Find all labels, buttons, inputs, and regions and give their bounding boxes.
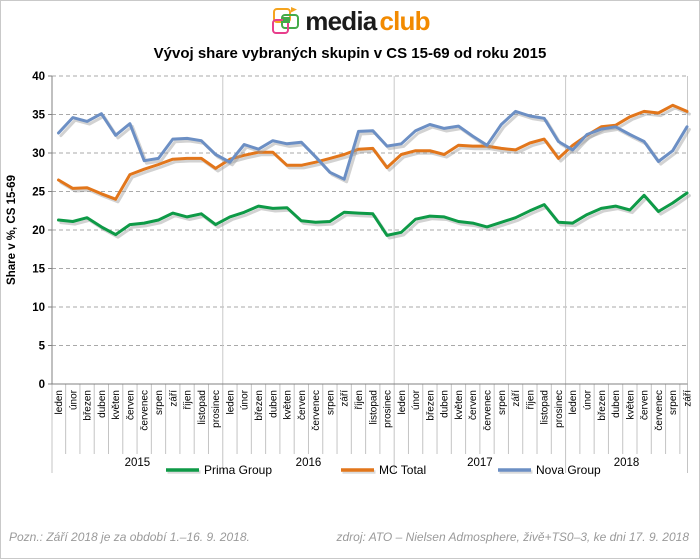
mediaclub-logo: media club	[1, 6, 699, 36]
x-tick-label: únor	[411, 389, 422, 410]
series-line-mc-total	[57, 103, 689, 201]
x-tick-label: červenec	[654, 390, 665, 431]
x-tick-label: duben	[268, 390, 279, 418]
x-tick-label: červenec	[311, 390, 322, 431]
logo-text-media: media	[305, 6, 377, 36]
chart-title: Vývoj share vybraných skupin v CS 15-69 …	[153, 45, 547, 62]
x-tick-label: leden	[568, 390, 579, 414]
series-line-nova-group	[57, 109, 689, 181]
x-tick-label: březen	[83, 390, 94, 421]
x-tick-label: listopad	[368, 390, 379, 424]
series-line-prima-group	[57, 191, 689, 237]
y-tick-label: 10	[32, 302, 45, 314]
x-tick-label: listopad	[540, 390, 551, 424]
y-tick-label: 15	[32, 264, 45, 276]
x-tick-label: únor	[583, 389, 594, 410]
year-label: 2016	[296, 457, 322, 469]
x-tick-label: červen	[468, 390, 479, 420]
x-tick-label: květen	[111, 390, 122, 419]
x-tick-label: květen	[454, 390, 465, 419]
x-tick-label: září	[511, 390, 522, 407]
source-note: zdroj: ATO – Nielsen Admosphere, živě+TS…	[336, 530, 689, 544]
x-tick-label: květen	[283, 390, 294, 419]
legend-item-mc-total: MC Total	[341, 463, 426, 477]
year-label: 2015	[125, 457, 151, 469]
x-tick-label: červen	[125, 390, 136, 420]
y-tick-label: 30	[32, 148, 45, 160]
x-tick-label: leden	[225, 390, 236, 414]
legend-item-nova-group: Nova Group	[498, 463, 601, 477]
x-tick-label: září	[340, 390, 351, 407]
y-tick-label: 40	[32, 71, 45, 83]
year-label: 2018	[614, 457, 640, 469]
x-tick-label: únor	[240, 389, 251, 410]
legend-label: Prima Group	[204, 463, 272, 477]
x-tick-label: srpen	[668, 390, 679, 415]
x-tick-label: červenec	[483, 390, 494, 431]
series-shadow	[59, 194, 691, 240]
logo-icon	[272, 7, 300, 34]
y-tick-label: 35	[32, 110, 45, 122]
legend-label: Nova Group	[536, 463, 601, 477]
y-tick-label: 25	[32, 187, 45, 199]
x-tick-label: červen	[640, 390, 651, 420]
x-tick-label: říjen	[183, 390, 194, 409]
x-tick-label: červen	[297, 390, 308, 420]
footnote: Pozn.: Září 2018 je za období 1.–16. 9. …	[9, 530, 250, 544]
x-tick-label: srpen	[497, 390, 508, 415]
y-tick-label: 20	[32, 225, 45, 237]
x-tick-label: únor	[68, 389, 79, 410]
x-tick-label: leden	[54, 390, 65, 414]
x-tick-label: červenec	[140, 390, 151, 431]
x-tick-label: prosinec	[383, 390, 394, 428]
x-tick-label: leden	[397, 390, 408, 414]
x-tick-label: srpen	[154, 390, 165, 415]
x-tick-label: srpen	[325, 390, 336, 415]
x-tick-label: prosinec	[554, 390, 565, 428]
x-tick-label: září	[683, 390, 694, 407]
x-tick-label: duben	[611, 390, 622, 418]
series-shadow	[59, 106, 691, 204]
y-axis-title: Share v %, CS 15-69	[6, 175, 18, 285]
x-tick-label: říjen	[354, 390, 365, 409]
logo-text-club: club	[379, 6, 430, 36]
y-tick-label: 5	[39, 341, 46, 353]
x-tick-label: listopad	[197, 390, 208, 424]
legend-item-prima-group: Prima Group	[166, 463, 272, 477]
x-tick-label: říjen	[525, 390, 536, 409]
year-label: 2017	[467, 457, 493, 469]
y-tick-label: 0	[39, 379, 45, 391]
legend-label: MC Total	[379, 463, 426, 477]
x-tick-label: září	[168, 390, 179, 407]
x-tick-label: duben	[97, 390, 108, 418]
x-tick-label: březen	[597, 390, 608, 421]
x-tick-label: březen	[425, 390, 436, 421]
x-tick-label: prosinec	[211, 390, 222, 428]
x-tick-label: březen	[254, 390, 265, 421]
x-tick-label: duben	[440, 390, 451, 418]
series-shadow	[59, 112, 691, 184]
x-tick-label: květen	[625, 390, 636, 419]
